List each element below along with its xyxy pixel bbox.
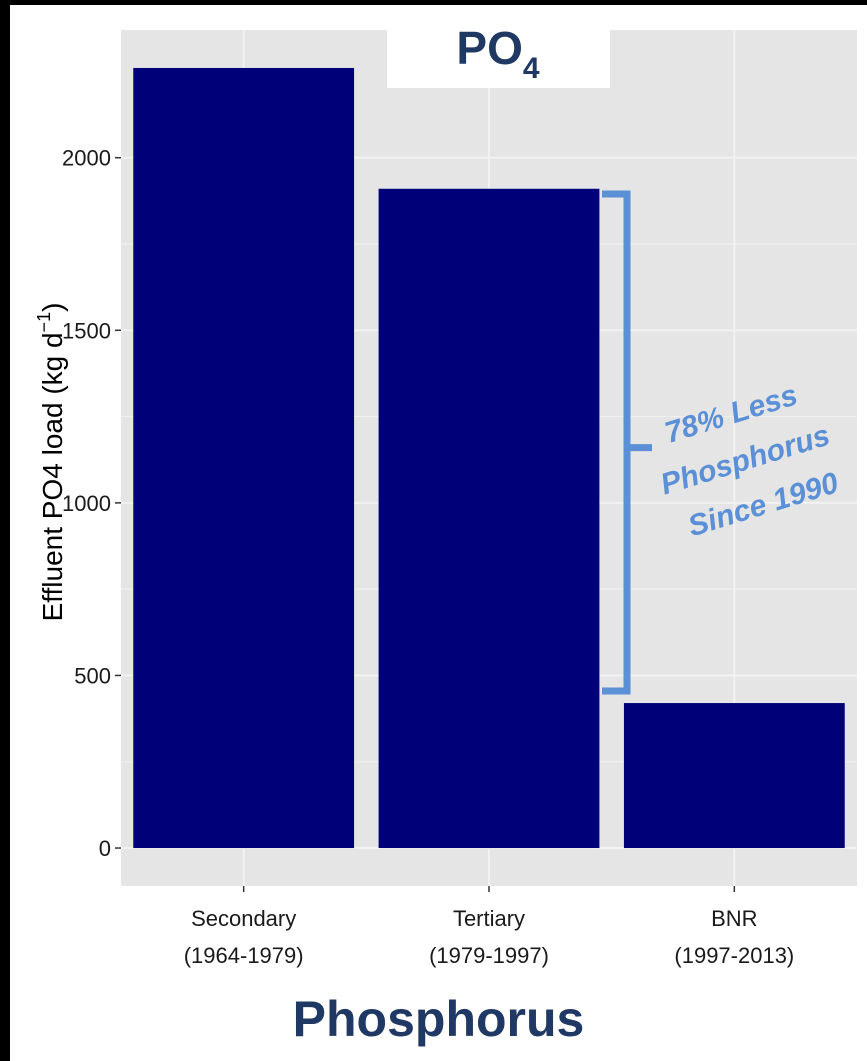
figure-caption: Phosphorus (292, 991, 585, 1047)
y-axis-label-superscript: −1 (34, 312, 54, 333)
bars (133, 67, 845, 849)
bar-tertiary (378, 188, 600, 849)
x-tick-label-period: (1979-1997) (429, 943, 549, 968)
x-tick-label-period: (1964-1979) (184, 943, 304, 968)
annotation-bracket (602, 190, 652, 695)
x-tick-label-name: BNR (711, 906, 757, 931)
y-axis-label-close: ) (37, 303, 68, 312)
x-tick-label-period: (1997-2013) (674, 943, 794, 968)
bracket-shape (602, 190, 652, 695)
y-axis-ticks: 0 500 1000 1500 2000 (62, 146, 121, 861)
chart-title-subscript: 4 (523, 52, 540, 85)
bar-secondary (133, 67, 355, 849)
y-axis-label-main: Effluent PO4 load (kg d (37, 332, 68, 621)
bar-bnr (623, 703, 845, 849)
x-tick-label-name: Tertiary (453, 906, 525, 931)
y-tick-label: 1000 (62, 491, 111, 516)
chart-title: PO4 (456, 22, 539, 85)
x-axis-ticks: Secondary (1964-1979) Tertiary (1979-1997) B… (184, 886, 794, 968)
title-box (387, 8, 610, 88)
y-tick-label: 0 (99, 836, 111, 861)
x-tick-label-name: Secondary (191, 906, 296, 931)
y-axis-label: Effluent PO4 load (kg d−1) (34, 303, 68, 622)
y-tick-label: 2000 (62, 146, 111, 171)
y-tick-label: 1500 (62, 318, 111, 343)
y-tick-label: 500 (74, 663, 111, 688)
chart-title-main: PO (456, 22, 522, 74)
